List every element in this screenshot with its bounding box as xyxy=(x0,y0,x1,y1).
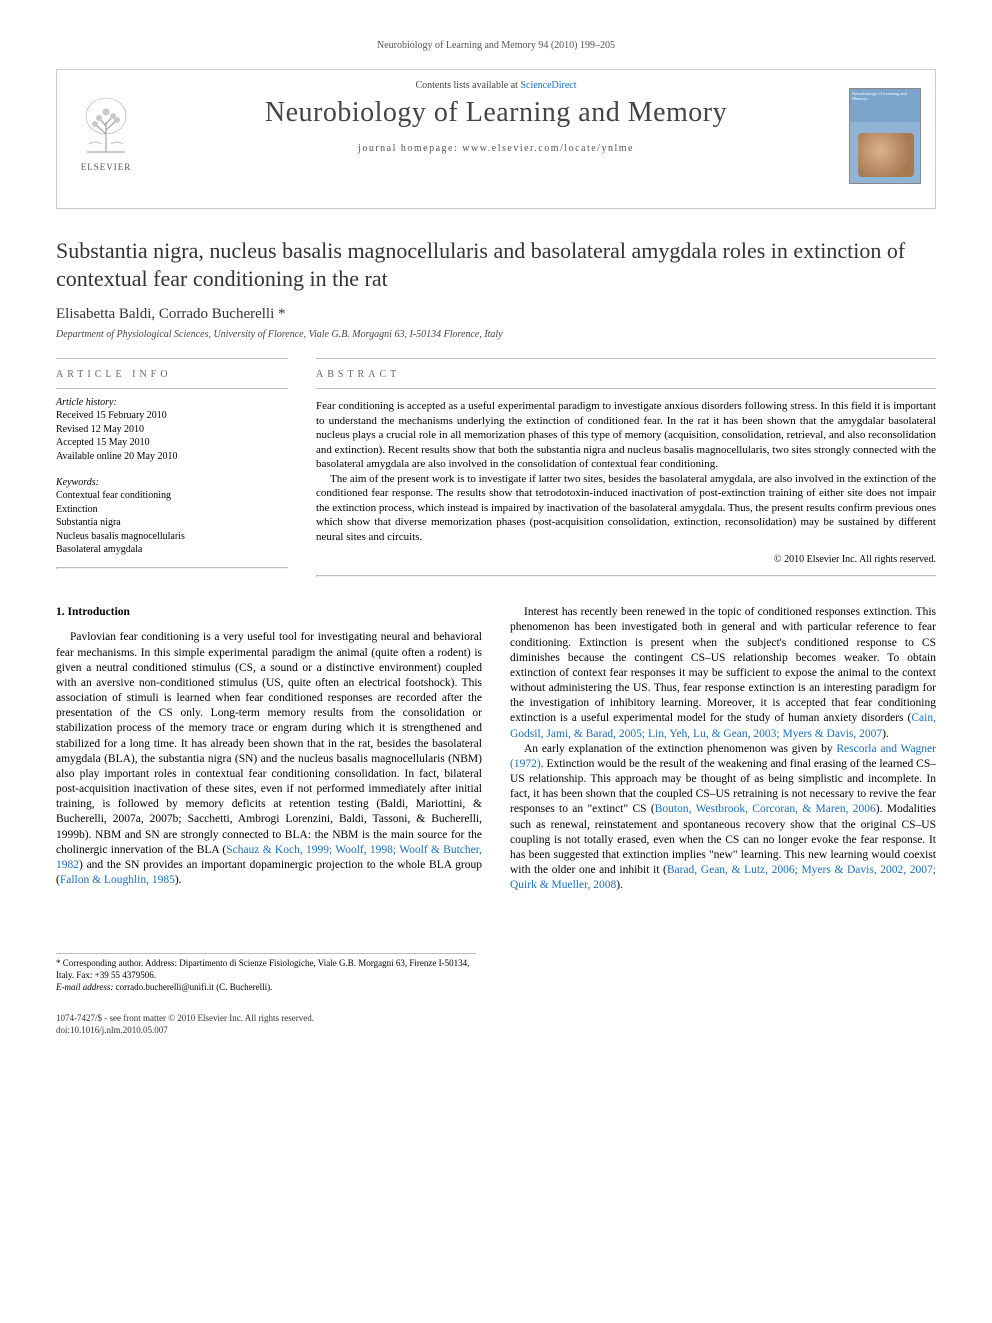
section-heading: 1. Introduction xyxy=(56,605,482,620)
text-run: ). xyxy=(175,874,182,886)
email-who: (C. Bucherelli). xyxy=(216,982,272,992)
copyright: © 2010 Elsevier Inc. All rights reserved… xyxy=(316,554,936,565)
text-run: Pavlovian fear conditioning is a very us… xyxy=(56,631,482,855)
rule xyxy=(56,388,288,389)
running-header: Neurobiology of Learning and Memory 94 (… xyxy=(56,40,936,51)
contents-prefix: Contents lists available at xyxy=(415,80,520,91)
body-text: 1. Introduction Pavlovian fear condition… xyxy=(56,605,936,893)
elsevier-tree-icon xyxy=(77,94,135,156)
keyword: Basolateral amygdala xyxy=(56,543,288,557)
email-label: E-mail address: xyxy=(56,982,113,992)
body-para: An early explanation of the extinction p… xyxy=(510,742,936,894)
journal-cover-thumbnail: Neurobiology of Learning and Memory xyxy=(849,88,921,184)
elsevier-logo: ELSEVIER xyxy=(71,94,141,172)
journal-title: Neurobiology of Learning and Memory xyxy=(69,97,923,129)
rule xyxy=(316,388,936,389)
email-address: corrado.bucherelli@unifi.it xyxy=(113,982,216,992)
text-run: ). xyxy=(616,879,623,891)
homepage-url: www.elsevier.com/locate/ynlme xyxy=(462,143,634,154)
keyword: Nucleus basalis magnocellularis xyxy=(56,530,288,544)
citation-link[interactable]: Schauz & Koch, 1999; Woolf, 1998; xyxy=(226,844,399,856)
citation-link[interactable]: Fallon & Loughlin, 1985 xyxy=(60,874,175,886)
history-line: Revised 12 May 2010 xyxy=(56,423,288,437)
doi-line: doi:10.1016/j.nlm.2010.05.007 xyxy=(56,1025,936,1037)
sciencedirect-link[interactable]: ScienceDirect xyxy=(520,80,576,91)
affiliation: Department of Physiological Sciences, Un… xyxy=(56,329,936,340)
keyword: Substantia nigra xyxy=(56,516,288,530)
rule xyxy=(316,575,936,577)
abstract-para: The aim of the present work is to invest… xyxy=(316,472,936,545)
cover-title: Neurobiology of Learning and Memory xyxy=(850,89,920,105)
abstract-label: ABSTRACT xyxy=(316,359,936,388)
text-run: ). xyxy=(882,728,889,740)
text-run: An early explanation of the extinction p… xyxy=(524,743,836,755)
masthead: ELSEVIER Neurobiology of Learning and Me… xyxy=(56,69,936,209)
publisher-name: ELSEVIER xyxy=(71,162,141,172)
history-line: Accepted 15 May 2010 xyxy=(56,436,288,450)
abstract-para: Fear conditioning is accepted as a usefu… xyxy=(316,399,936,472)
keyword: Extinction xyxy=(56,503,288,517)
article-title: Substantia nigra, nucleus basalis magnoc… xyxy=(56,237,936,292)
contents-line: Contents lists available at ScienceDirec… xyxy=(69,80,923,91)
cover-image-icon xyxy=(858,133,914,177)
history-line: Available online 20 May 2010 xyxy=(56,450,288,464)
footer-line: 1074-7427/$ - see front matter © 2010 El… xyxy=(56,1013,936,1025)
article-info-column: ARTICLE INFO Article history: Received 1… xyxy=(56,358,288,577)
text-run: Interest has recently been renewed in th… xyxy=(510,606,936,724)
body-para: Pavlovian fear conditioning is a very us… xyxy=(56,630,482,888)
history-label: Article history: xyxy=(56,397,288,408)
citation-link[interactable]: Bouton, Westbrook, Corcoran, & Maren, 20… xyxy=(655,803,876,815)
rule xyxy=(56,567,288,569)
footnotes: * Corresponding author. Address: Diparti… xyxy=(56,953,476,993)
homepage-prefix: journal homepage: xyxy=(358,143,462,154)
abstract-column: ABSTRACT Fear conditioning is accepted a… xyxy=(316,358,936,577)
journal-homepage: journal homepage: www.elsevier.com/locat… xyxy=(69,143,923,154)
keywords-label: Keywords: xyxy=(56,477,288,488)
footer: 1074-7427/$ - see front matter © 2010 El… xyxy=(56,1013,936,1036)
keyword: Contextual fear conditioning xyxy=(56,489,288,503)
body-para: Interest has recently been renewed in th… xyxy=(510,605,936,742)
authors: Elisabetta Baldi, Corrado Bucherelli * xyxy=(56,306,936,323)
abstract-text: Fear conditioning is accepted as a usefu… xyxy=(316,399,936,544)
article-info-label: ARTICLE INFO xyxy=(56,359,288,388)
corresponding-author-note: * Corresponding author. Address: Diparti… xyxy=(56,958,476,981)
email-line: E-mail address: corrado.bucherelli@unifi… xyxy=(56,982,476,994)
history-line: Received 15 February 2010 xyxy=(56,409,288,423)
